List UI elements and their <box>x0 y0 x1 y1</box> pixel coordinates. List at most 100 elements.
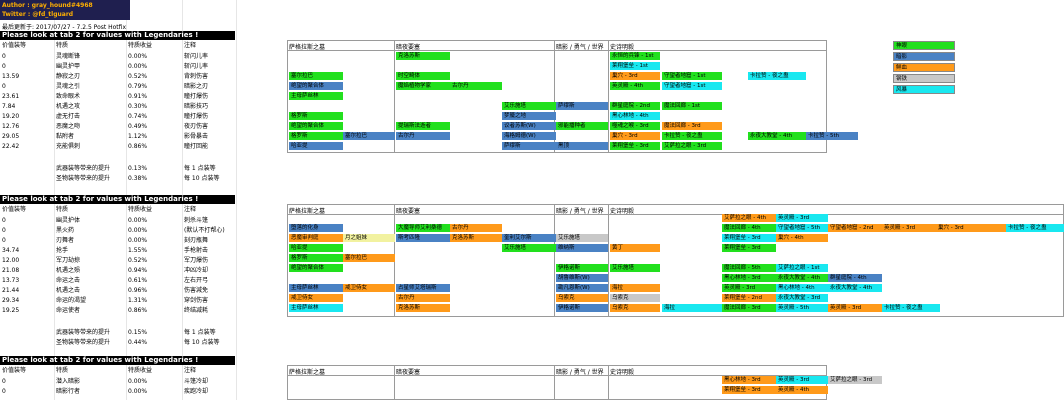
drop-cell: 奎利艾尔斯 <box>502 234 556 242</box>
drop-cell: 古尔丹 <box>450 224 502 232</box>
drop-cell: 魔法回廊 - 1st <box>662 102 722 110</box>
scaling-cell: 0.38% <box>128 175 148 182</box>
drop-cell: 古尔丹 <box>396 294 450 302</box>
drop-cell: 艾萨拉之眼 - 3rd <box>828 376 882 384</box>
trait-cell: 0.79% <box>128 83 148 90</box>
trait-cell: 疾跑冷却 <box>184 388 209 395</box>
drop-cell: 主母萨丝林 <box>289 92 343 100</box>
grid-divider <box>554 204 555 317</box>
drop-cell: 提瑞斯法逝者 <box>396 122 450 130</box>
trait-row: 12.00 军刀劫掠 0.52% 军刀爆伤 <box>0 256 235 265</box>
column-header: 注释 <box>184 42 197 49</box>
legend-item: 暗影 <box>893 52 955 61</box>
drop-cell: 海格姆德(W) <box>502 132 556 140</box>
trait-row: 12.76 恶魔之吻 0.49% 夜刃伤害 <box>0 122 235 131</box>
grid-column-head: 暗夜要塞 <box>396 369 421 376</box>
trait-cell: 0.00% <box>128 227 148 234</box>
scaling-row: 圣物装等带来的提升 0.44% 每 10 点装等 <box>0 338 235 347</box>
drop-cell: 堕落的化身 <box>289 224 343 232</box>
scaling-cell: 每 10 点装等 <box>184 339 220 346</box>
drop-cell: 斯考匹隆 <box>396 234 450 242</box>
trait-cell: 34.74 <box>2 247 20 254</box>
trait-row: 29.05 黏附者 1.12% 影骨暴击 <box>0 132 235 141</box>
drop-cell: 黑心林地 - 3rd <box>722 376 776 384</box>
trait-cell: 12.76 <box>2 123 20 130</box>
trait-cell: 0.61% <box>128 277 148 284</box>
trait-cell: 0 <box>2 227 6 234</box>
scaling-row: 圣物装等带来的提升 0.38% 每 10 点装等 <box>0 174 235 183</box>
scaling-cell: 圣物装等带来的提升 <box>56 175 111 182</box>
trait-cell: 暗影行者 <box>56 388 81 395</box>
trait-row: 19.25 命运使者 0.86% 终结减耗 <box>0 306 235 315</box>
trait-cell: 0.94% <box>128 267 148 274</box>
column-header: 价值装等 <box>2 367 27 374</box>
trait-cell: 刃舞者 <box>56 237 75 244</box>
drop-cell: 魔法回廊 - 3rd <box>662 122 722 130</box>
last-updated: 最后更新于: 2017/07/27 - 7.2.5 Post Hotfix <box>2 24 126 31</box>
drop-cell: 魔焰植物学家 <box>396 82 450 90</box>
trait-row: 0 刃舞者 0.00% 刻刃瓶舞 <box>0 236 235 245</box>
trait-row: 0 潜入暗影 0.00% 斗篷冷却 <box>0 377 235 386</box>
drop-cell: 莱翔堡垒 - 3rd <box>610 142 660 150</box>
trait-cell: 虚无打击 <box>56 113 81 120</box>
drop-cell: 塞尔拉巴 <box>343 132 395 140</box>
trait-cell: 7.84 <box>2 103 16 110</box>
drop-cell: 永夜大教堂 - 3rd <box>776 294 828 302</box>
drop-cell: 月之姐妹 <box>343 234 395 242</box>
trait-cell: 0 <box>2 388 6 395</box>
trait-cell: 瞳打回能 <box>184 143 209 150</box>
scaling-cell: 0.44% <box>128 339 148 346</box>
legendary-note-band: Please look at tab 2 for values with Leg… <box>0 195 235 204</box>
trait-cell: 左右开弓 <box>184 277 209 284</box>
scaling-cell: 武器装等带来的提升 <box>56 329 111 336</box>
trait-cell: 0.91% <box>128 93 148 100</box>
drop-cell: 群星庭院 - 2nd <box>610 102 660 110</box>
drop-cell: 乌索克 <box>556 294 608 302</box>
trait-cell: 机遇之攻 <box>56 103 81 110</box>
trait-cell: 夜刃伤害 <box>184 123 209 130</box>
drop-cell: 时空畸体 <box>396 72 450 80</box>
drop-cell: 塞尔拉巴 <box>343 254 395 262</box>
drop-cell: 莱翔堡垒 - 3rd <box>722 386 776 394</box>
scaling-cell: 武器装等带来的提升 <box>56 165 111 172</box>
drop-cell: 哈亚提 <box>289 142 343 150</box>
trait-cell: 灵魂断锋 <box>56 53 81 60</box>
grid-column-head: 史诗明毅 <box>610 44 635 51</box>
trait-cell: 19.20 <box>2 113 20 120</box>
drop-cell: 绝望的聚合体 <box>289 82 343 90</box>
drop-cell: 戒卫侍女 <box>343 284 395 292</box>
grid-header-line <box>287 50 827 51</box>
drop-cell: 乌索克 <box>610 304 660 312</box>
drop-cell: 莱翔堡垒 - 2nd <box>722 294 776 302</box>
drop-cell: 萨缪斯 <box>502 142 556 150</box>
trait-cell: 幽灵护甲 <box>56 63 81 70</box>
trait-row: 7.84 机遇之攻 0.30% 暗影技巧 <box>0 102 235 111</box>
trait-cell: 0 <box>2 217 6 224</box>
drop-cell: 艾萨拉之眼 - 4th <box>722 214 776 222</box>
drop-cell: 卡拉赞 - 夜之蛊 <box>1006 224 1064 232</box>
trait-cell: 0 <box>2 53 6 60</box>
trait-cell: 黏附者 <box>56 133 75 140</box>
drop-cell: 守望者地窟 - 2nd <box>828 224 882 232</box>
drop-cell: 卡拉赞 - 夜之蛊 <box>882 304 940 312</box>
grid-divider <box>608 204 609 317</box>
trait-row: 0 暗影行者 0.00% 疾跑冷却 <box>0 387 235 396</box>
legendary-note-band: Please look at tab 2 for values with Leg… <box>0 31 235 40</box>
drop-cell: 卡拉赞 - 5th <box>806 132 858 140</box>
trait-cell: 1.31% <box>128 297 148 304</box>
trait-cell: 斗篷冷却 <box>184 378 209 385</box>
trait-row: 19.20 虚无打击 0.74% 瞳打爆伤 <box>0 112 235 121</box>
drop-cell: 英灵殿 - 3rd <box>776 376 828 384</box>
trait-cell: 29.34 <box>2 297 20 304</box>
trait-row: 0 黑火药 0.00% (默认不打帮心) <box>0 226 235 235</box>
drop-cell: 乌索克 <box>610 294 660 302</box>
grid-column-head: 暗夜要塞 <box>396 44 421 51</box>
column-header: 特质 <box>56 206 69 213</box>
drop-cell: 噬魂之喉 - 3rd <box>610 122 660 130</box>
column-header: 特质收益 <box>128 367 153 374</box>
drop-cell: 英灵殿 - 3rd <box>882 224 936 232</box>
trait-row: 0 灵魂之引 0.79% 暗影之刃 <box>0 82 235 91</box>
grid-divider <box>608 365 609 400</box>
drop-cell: 古尔丹 <box>450 82 502 90</box>
trait-cell: 斩闪儿率 <box>184 53 209 60</box>
